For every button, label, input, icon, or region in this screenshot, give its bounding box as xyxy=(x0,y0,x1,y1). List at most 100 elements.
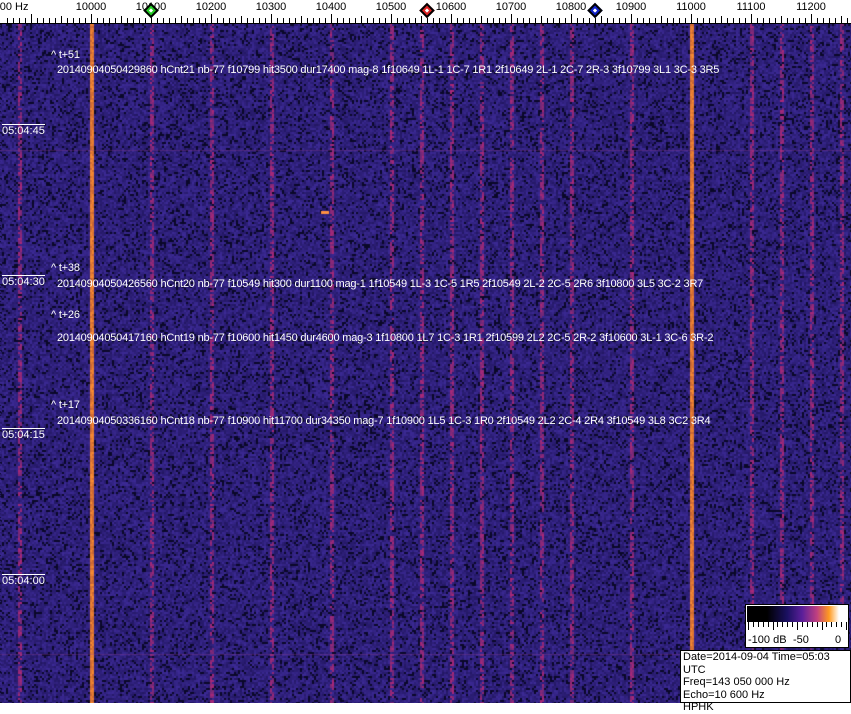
info-box: Date=2014-09-04 Time=05:03 UTC Freq=143 … xyxy=(680,650,851,713)
axis-tick xyxy=(133,18,134,23)
color-gradient xyxy=(747,606,847,622)
axis-tick xyxy=(247,18,248,23)
axis-tick-label: 10400 xyxy=(315,1,347,13)
axis-tick xyxy=(781,16,782,23)
axis-tick xyxy=(679,18,680,23)
axis-tick xyxy=(493,18,494,23)
axis-tick xyxy=(595,18,596,23)
axis-tick xyxy=(481,16,482,23)
axis-tick xyxy=(655,18,656,23)
color-scale-tick xyxy=(826,622,828,627)
axis-tick xyxy=(649,18,650,23)
axis-tick xyxy=(253,18,254,23)
color-scale-tick xyxy=(811,622,813,627)
axis-tick xyxy=(313,18,314,23)
axis-tick xyxy=(97,18,98,23)
axis-tick xyxy=(571,14,572,23)
axis-tick xyxy=(121,16,122,23)
axis-tick xyxy=(469,18,470,23)
time-label: 05:04:45 xyxy=(2,124,45,137)
axis-tick xyxy=(709,18,710,23)
axis-tick xyxy=(811,14,812,23)
axis-tick xyxy=(115,18,116,23)
axis-tick xyxy=(745,18,746,23)
axis-tick xyxy=(373,18,374,23)
color-scale-tick xyxy=(801,622,803,627)
axis-tick xyxy=(823,18,824,23)
waterfall-spectrogram xyxy=(0,24,851,703)
axis-tick xyxy=(553,18,554,23)
axis-tick xyxy=(265,18,266,23)
axis-tick-label: 9900 Hz xyxy=(0,1,29,13)
axis-tick xyxy=(349,18,350,23)
axis-tick-label: 11200 xyxy=(796,1,826,13)
color-scale-tick xyxy=(806,622,808,627)
axis-tick xyxy=(643,18,644,23)
axis-tick xyxy=(703,18,704,23)
axis-tick xyxy=(475,18,476,23)
axis-tick xyxy=(343,18,344,23)
echo-frequency: Echo=10 600 Hz xyxy=(683,688,765,701)
axis-tick xyxy=(37,18,38,23)
axis-tick xyxy=(397,18,398,23)
axis-tick xyxy=(229,18,230,23)
axis-tick xyxy=(721,16,722,23)
axis-tick xyxy=(691,14,692,23)
color-scale-tick xyxy=(792,622,794,627)
axis-tick xyxy=(67,18,68,23)
axis-tick xyxy=(385,18,386,23)
axis-tick xyxy=(577,18,578,23)
axis-tick xyxy=(25,18,26,23)
axis-tick xyxy=(583,18,584,23)
axis-tick xyxy=(799,18,800,23)
axis-tick xyxy=(769,18,770,23)
color-scale-tick xyxy=(836,622,838,627)
axis-tick-label: 10000 xyxy=(75,1,107,13)
axis-tick xyxy=(181,16,182,23)
axis-tick xyxy=(163,18,164,23)
axis-tick xyxy=(187,18,188,23)
color-scale-tick xyxy=(757,622,759,627)
axis-tick-label: 10800 xyxy=(555,1,587,13)
axis-tick-label: 10900 xyxy=(615,1,647,13)
axis-tick xyxy=(835,18,836,23)
axis-tick xyxy=(91,14,92,23)
axis-tick-label: 10700 xyxy=(495,1,527,13)
axis-tick xyxy=(817,18,818,23)
axis-tick xyxy=(355,18,356,23)
axis-tick xyxy=(85,18,86,23)
date-time: Date=2014-09-04 Time=05:03 UTC xyxy=(683,651,830,676)
frequency: Freq=143 050 000 Hz xyxy=(683,676,790,688)
frequency-axis: 9900 Hz100001010010200103001040010500106… xyxy=(0,0,851,24)
axis-tick xyxy=(805,18,806,23)
annotation-text: 20140904050336160 hCnt18 nb-77 f10900 hi… xyxy=(57,415,711,427)
axis-tick xyxy=(541,16,542,23)
axis-tick xyxy=(31,14,32,23)
color-scale-tick xyxy=(748,622,749,630)
axis-tick xyxy=(157,18,158,23)
axis-tick xyxy=(193,18,194,23)
axis-tick xyxy=(235,18,236,23)
axis-tick xyxy=(139,18,140,23)
axis-tick xyxy=(667,18,668,23)
axis-tick xyxy=(61,16,62,23)
axis-tick xyxy=(787,18,788,23)
annotation-text: 20140904050426560 hCnt20 nb-77 f10549 hi… xyxy=(57,278,704,290)
axis-tick xyxy=(559,18,560,23)
axis-tick xyxy=(421,16,422,23)
axis-tick-label: 10300 xyxy=(255,1,287,13)
axis-tick xyxy=(841,16,842,23)
axis-tick xyxy=(19,18,20,23)
axis-tick xyxy=(295,18,296,23)
color-scale-tick xyxy=(767,622,769,627)
color-scale-tick xyxy=(846,622,847,630)
axis-tick xyxy=(271,14,272,23)
axis-tick xyxy=(829,18,830,23)
axis-tick xyxy=(487,18,488,23)
annotation-tag: ^ t+51 xyxy=(51,49,80,61)
axis-tick xyxy=(55,18,56,23)
axis-tick xyxy=(367,18,368,23)
axis-tick xyxy=(505,18,506,23)
axis-tick xyxy=(319,18,320,23)
annotation-tag: ^ t+26 xyxy=(51,309,80,321)
